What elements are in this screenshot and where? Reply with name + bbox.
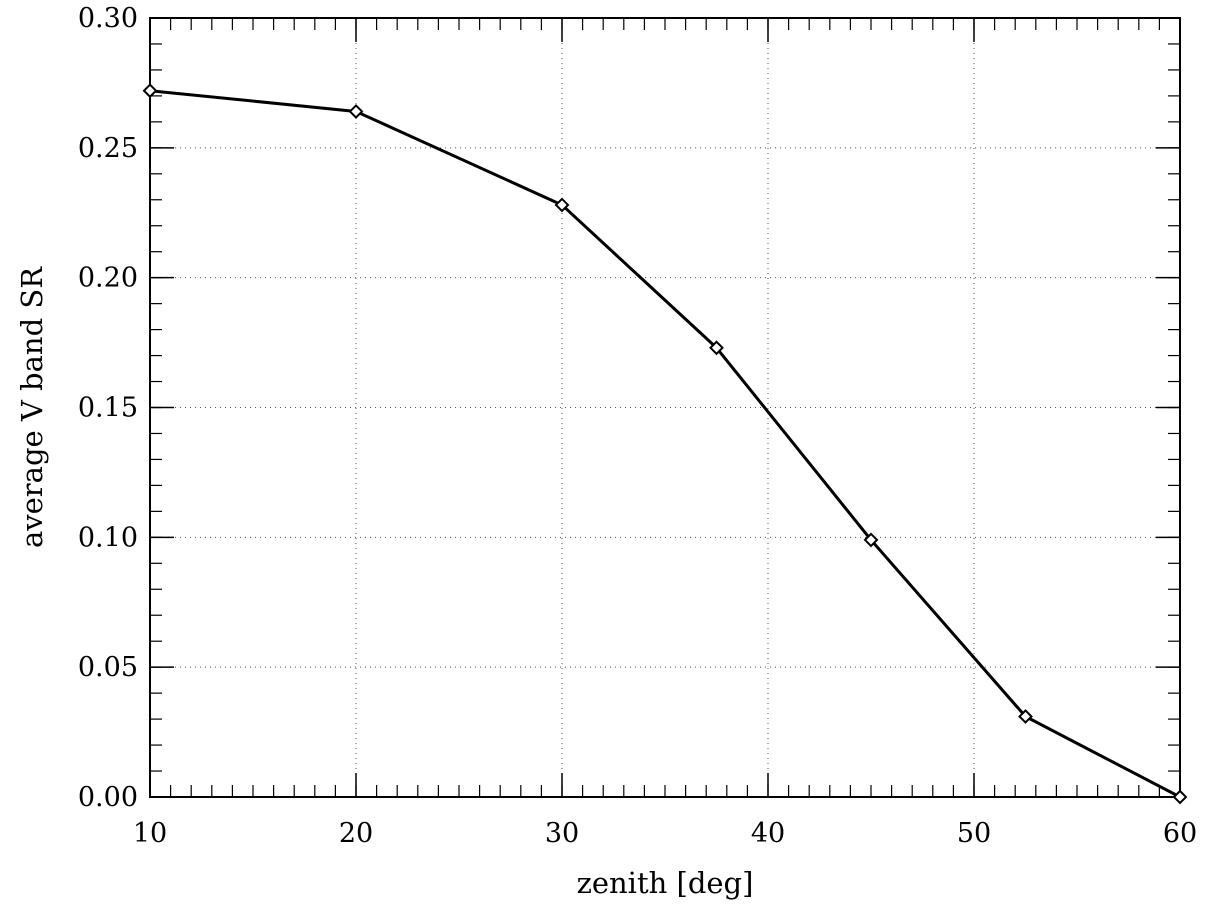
plot-frame — [149, 17, 1181, 798]
x-tick-label: 20 — [339, 818, 373, 849]
data-point-marker — [1018, 709, 1033, 724]
data-point-marker — [709, 340, 724, 356]
grid-lines — [150, 18, 1180, 797]
y-tick-label: 0.05 — [78, 652, 138, 683]
x-tick-label: 50 — [957, 818, 991, 849]
series-layer — [142, 83, 1188, 805]
series-line — [149, 89, 1181, 799]
x-axis-label: zenith [deg] — [577, 866, 754, 900]
y-tick-label: 0.10 — [78, 522, 138, 553]
y-tick-labels: 0.00 0.05 0.10 0.15 0.20 0.25 0.30 — [78, 3, 138, 813]
y-tick-label: 0.20 — [78, 263, 138, 294]
y-tick-label: 0.15 — [78, 393, 138, 424]
data-point-marker — [554, 197, 570, 213]
x-tick-label: 40 — [751, 818, 785, 849]
data-point-marker — [1172, 789, 1188, 805]
y-tick-label: 0.25 — [78, 133, 138, 164]
data-point-marker — [142, 83, 158, 99]
x-tick-label: 60 — [1163, 818, 1197, 849]
y-tick-label: 0.00 — [78, 782, 138, 813]
data-point-marker — [863, 532, 879, 548]
y-tick-label: 0.30 — [78, 3, 138, 34]
x-tick-label: 30 — [545, 818, 579, 849]
data-point-marker — [348, 104, 364, 119]
y-axis-label: average V band SR — [15, 266, 49, 548]
x-tick-label: 10 — [133, 818, 167, 849]
x-tick-labels: 10 20 30 40 50 60 — [133, 818, 1197, 849]
